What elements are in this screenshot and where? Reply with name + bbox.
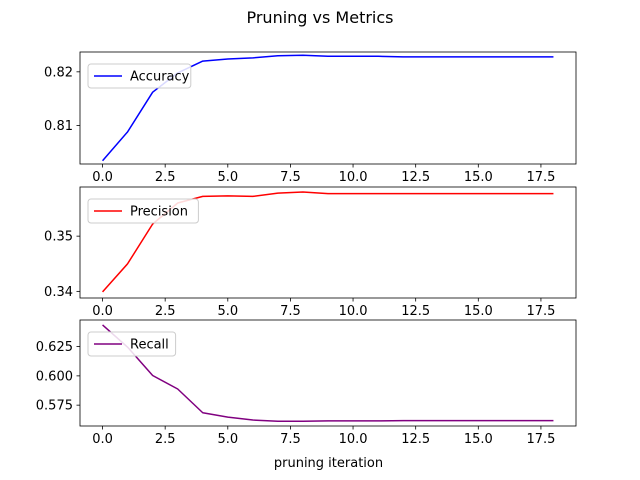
legend-label: Recall bbox=[130, 338, 169, 353]
x-tick-label: 17.5 bbox=[526, 304, 555, 319]
axes-frame bbox=[79, 186, 577, 299]
x-tick-label: 12.5 bbox=[401, 170, 430, 185]
x-axis-label: pruning iteration bbox=[274, 456, 383, 471]
x-tick-label: 5.0 bbox=[217, 432, 238, 447]
subplot-accuracy: 0.0 2.5 5.0 7.5 10.0 12.5 15.0 17.5 0.81 0.82 Accu… bbox=[44, 51, 577, 185]
x-tick-label: 10.0 bbox=[339, 170, 368, 185]
x-tick-label: 12.5 bbox=[401, 432, 430, 447]
x-tick-label: 5.0 bbox=[217, 304, 238, 319]
x-tick-label: 0.0 bbox=[92, 170, 113, 185]
axes-frame bbox=[79, 51, 577, 165]
x-tick-label: 2.5 bbox=[155, 304, 176, 319]
legend-box bbox=[87, 331, 177, 357]
legend: Precision bbox=[87, 198, 199, 224]
x-tick-label: 2.5 bbox=[155, 170, 176, 185]
legend-box bbox=[87, 198, 199, 224]
y-tick-label: 0.35 bbox=[44, 230, 73, 245]
x-tick-label: 0.0 bbox=[92, 304, 113, 319]
x-tick-label: 15.0 bbox=[464, 170, 493, 185]
x-tick-label: 10.0 bbox=[339, 304, 368, 319]
x-tick-label: 5.0 bbox=[217, 170, 238, 185]
x-tick-label: 7.5 bbox=[280, 170, 301, 185]
x-tick-label: 7.5 bbox=[280, 304, 301, 319]
x-tick-label: 2.5 bbox=[155, 432, 176, 447]
y-tick-label: 0.625 bbox=[36, 340, 73, 355]
y-tick-label: 0.575 bbox=[36, 399, 73, 414]
subplot-precision: 0.0 2.5 5.0 7.5 10.0 12.5 15.0 17.5 0.34 0.35 Prec… bbox=[44, 186, 577, 319]
legend: Accuracy bbox=[87, 63, 192, 89]
legend-box bbox=[87, 63, 192, 89]
x-tick-label: 7.5 bbox=[280, 432, 301, 447]
subplots: 0.0 2.5 5.0 7.5 10.0 12.5 15.0 17.5 0.81 0.82 Accu… bbox=[36, 51, 577, 447]
x-tick-label: 10.0 bbox=[339, 432, 368, 447]
x-tick-label: 15.0 bbox=[464, 304, 493, 319]
axes-frame bbox=[79, 319, 577, 427]
y-tick-label: 0.82 bbox=[44, 65, 73, 80]
y-tick-label: 0.81 bbox=[44, 119, 73, 134]
x-tick-label: 17.5 bbox=[526, 170, 555, 185]
legend-label: Accuracy bbox=[130, 70, 190, 85]
x-tick-label: 12.5 bbox=[401, 304, 430, 319]
x-tick-label: 15.0 bbox=[464, 432, 493, 447]
legend-label: Precision bbox=[130, 205, 188, 220]
x-tick-label: 0.0 bbox=[92, 432, 113, 447]
y-tick-label: 0.34 bbox=[44, 285, 73, 300]
x-tick-label: 17.5 bbox=[526, 432, 555, 447]
series-line-recall bbox=[102, 324, 554, 422]
y-tick-label: 0.600 bbox=[36, 369, 73, 384]
subplot-recall: 0.0 2.5 5.0 7.5 10.0 12.5 15.0 17.5 0.575 0.600 0.… bbox=[36, 319, 577, 447]
legend: Recall bbox=[87, 331, 177, 357]
figure-title: Pruning vs Metrics bbox=[246, 8, 393, 27]
